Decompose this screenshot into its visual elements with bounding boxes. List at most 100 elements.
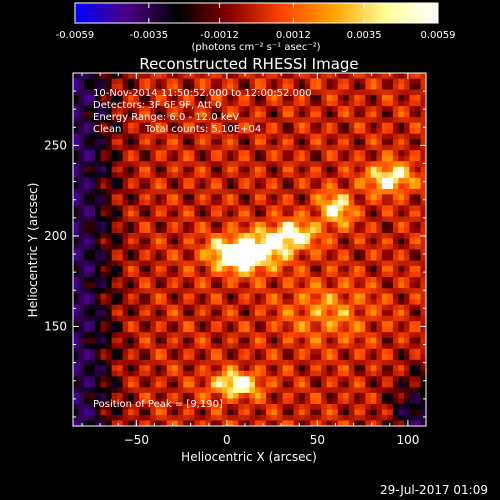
heatmap-cell: [387, 111, 394, 118]
heatmap-cell: [238, 172, 245, 179]
heatmap-cell: [117, 315, 124, 322]
heatmap-cell: [205, 227, 212, 234]
heatmap-cell: [376, 199, 383, 206]
heatmap-cell: [128, 238, 135, 245]
heatmap-cell: [161, 199, 168, 206]
heatmap-cell: [376, 188, 383, 195]
heatmap-cell: [293, 354, 300, 361]
heatmap-cell: [117, 232, 124, 239]
heatmap-cell: [106, 177, 113, 184]
heatmap-cell: [155, 227, 162, 234]
heatmap-cell: [232, 227, 239, 234]
heatmap-cell: [194, 326, 201, 333]
heatmap-cell: [403, 392, 410, 399]
heatmap-cell: [359, 409, 366, 416]
heatmap-cell: [100, 255, 107, 261]
heatmap-cell: [227, 304, 234, 311]
heatmap-cell: [403, 144, 410, 151]
heatmap-cell: [155, 332, 162, 339]
heatmap-cell: [73, 321, 79, 328]
heatmap-cell: [381, 249, 388, 256]
heatmap-cell: [128, 177, 135, 184]
heatmap-cell: [398, 155, 405, 162]
heatmap-cell: [194, 205, 201, 212]
heatmap-cell: [299, 293, 306, 300]
heatmap-cell: [255, 387, 261, 394]
heatmap-cell: [260, 183, 267, 190]
heatmap-cell: [343, 227, 350, 234]
heatmap-cell: [155, 150, 162, 157]
heatmap-cell: [155, 128, 162, 135]
heatmap-cell: [95, 243, 101, 250]
heatmap-cell: [403, 84, 410, 90]
colorbar-tick-label: -0.0012: [200, 30, 239, 41]
heatmap-cell: [133, 144, 140, 151]
heatmap-cell: [414, 414, 421, 421]
heatmap-cell: [221, 194, 228, 201]
heatmap-cell: [117, 381, 124, 388]
heatmap-cell: [370, 299, 377, 306]
heatmap-cell: [315, 133, 322, 140]
heatmap-cell: [293, 315, 300, 322]
heatmap-cell: [238, 205, 245, 212]
heatmap-cell: [89, 343, 96, 350]
heatmap-cell: [288, 183, 295, 190]
heatmap-cell: [370, 172, 377, 179]
heatmap-cell: [332, 188, 339, 195]
heatmap-cell: [166, 216, 173, 223]
heatmap-cell: [172, 194, 179, 201]
heatmap-cell: [387, 95, 394, 101]
heatmap-cell: [392, 166, 399, 173]
heatmap-cell: [122, 299, 129, 306]
heatmap-cell: [89, 271, 96, 278]
heatmap-cell: [332, 260, 339, 267]
heatmap-cell: [194, 387, 201, 394]
heatmap-cell: [321, 188, 328, 195]
heatmap-cell: [188, 282, 195, 289]
heatmap-cell: [266, 243, 272, 250]
heatmap-cell: [216, 293, 223, 300]
heatmap-cell: [420, 255, 426, 261]
heatmap-cell: [266, 199, 272, 206]
heatmap-cell: [365, 348, 372, 355]
heatmap-cell: [95, 370, 101, 377]
heatmap-cell: [398, 271, 405, 278]
heatmap-cell: [304, 321, 311, 328]
heatmap-cell: [414, 243, 421, 250]
heatmap-cell: [299, 133, 306, 140]
heatmap-cell: [376, 117, 383, 124]
heatmap-cell: [243, 177, 250, 184]
heatmap-cell: [288, 343, 295, 350]
heatmap-cell: [144, 288, 151, 295]
heatmap-cell: [321, 139, 328, 146]
heatmap-cell: [260, 387, 267, 394]
heatmap-cell: [249, 221, 256, 228]
heatmap-cell: [89, 172, 96, 179]
heatmap-cell: [381, 409, 388, 416]
heatmap-cell: [277, 128, 283, 135]
heatmap-cell: [78, 293, 85, 300]
heatmap-cell: [183, 205, 190, 212]
heatmap-cell: [277, 221, 283, 228]
heatmap-cell: [315, 84, 322, 90]
heatmap-cell: [277, 155, 283, 162]
heatmap-cell: [365, 315, 372, 322]
heatmap-cell: [122, 255, 129, 261]
heatmap-cell: [370, 255, 377, 261]
heatmap-cell: [243, 111, 250, 118]
heatmap-cell: [177, 271, 184, 278]
heatmap-cell: [304, 89, 311, 96]
heatmap-cell: [354, 376, 361, 383]
heatmap-cell: [299, 326, 306, 333]
heatmap-cell: [381, 194, 388, 201]
heatmap-cell: [354, 260, 361, 267]
heatmap-cell: [392, 161, 399, 168]
heatmap-cell: [139, 249, 146, 256]
heatmap-cell: [288, 255, 295, 261]
heatmap-cell: [122, 332, 129, 339]
heatmap-cell: [414, 232, 421, 239]
heatmap-cell: [106, 73, 113, 79]
heatmap-cell: [221, 106, 228, 113]
heatmap-cell: [310, 392, 317, 399]
heatmap-cell: [188, 161, 195, 168]
